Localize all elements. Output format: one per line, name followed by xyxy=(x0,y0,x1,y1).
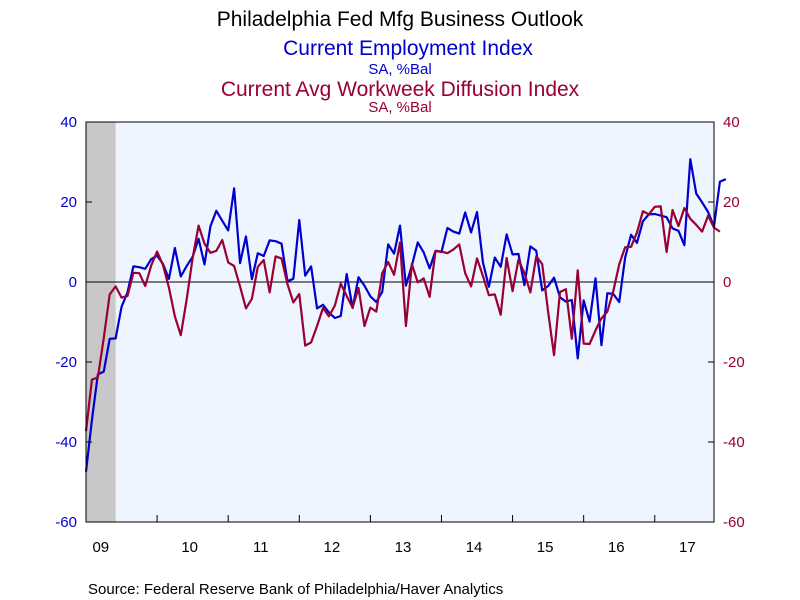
plot-area xyxy=(86,122,714,522)
x-tick-label: 12 xyxy=(324,539,341,556)
x-tick-label: 14 xyxy=(466,539,483,556)
recession-band xyxy=(86,122,116,522)
x-tick-label: 09 xyxy=(92,539,109,556)
left-axis: -60 -40 -20 0 20 40 xyxy=(55,114,92,531)
source-note: Source: Federal Reserve Bank of Philadel… xyxy=(88,581,503,598)
right-y-tick-label: 40 xyxy=(723,114,740,131)
right-y-tick-label: 20 xyxy=(723,194,740,211)
right-y-tick-label: -60 xyxy=(723,514,745,531)
workweek-index-line xyxy=(84,205,721,432)
plot-frame xyxy=(85,121,715,523)
right-y-tick-label: -40 xyxy=(723,434,745,451)
x-tick-label: 10 xyxy=(181,539,198,556)
series-2-title: Current Avg Workweek Diffusion Index xyxy=(221,78,580,101)
right-axis: -60 -40 -20 0 20 40 xyxy=(708,114,745,531)
x-axis: 09 10 11 12 13 14 15 16 17 xyxy=(92,515,696,556)
series-1-subtitle: SA, %Bal xyxy=(368,61,431,78)
x-tick-label: 11 xyxy=(253,539,269,556)
x-tick-label: 17 xyxy=(679,539,696,556)
left-y-tick-label: 0 xyxy=(69,274,77,291)
right-y-tick-label: 0 xyxy=(723,274,731,291)
x-tick-label: 13 xyxy=(395,539,412,556)
left-y-tick-label: 20 xyxy=(60,194,77,211)
series-2-subtitle: SA, %Bal xyxy=(368,99,431,116)
left-y-tick-label: 40 xyxy=(60,114,77,131)
series-1-title: Current Employment Index xyxy=(283,37,533,60)
left-y-tick-label: -40 xyxy=(55,434,77,451)
x-tick-label: 16 xyxy=(608,539,625,556)
left-y-tick-label: -60 xyxy=(55,514,77,531)
right-y-tick-label: -20 xyxy=(723,354,745,371)
chart-title: Philadelphia Fed Mfg Business Outlook xyxy=(217,8,584,31)
left-y-tick-label: -20 xyxy=(55,354,77,371)
x-tick-label: 15 xyxy=(537,539,554,556)
